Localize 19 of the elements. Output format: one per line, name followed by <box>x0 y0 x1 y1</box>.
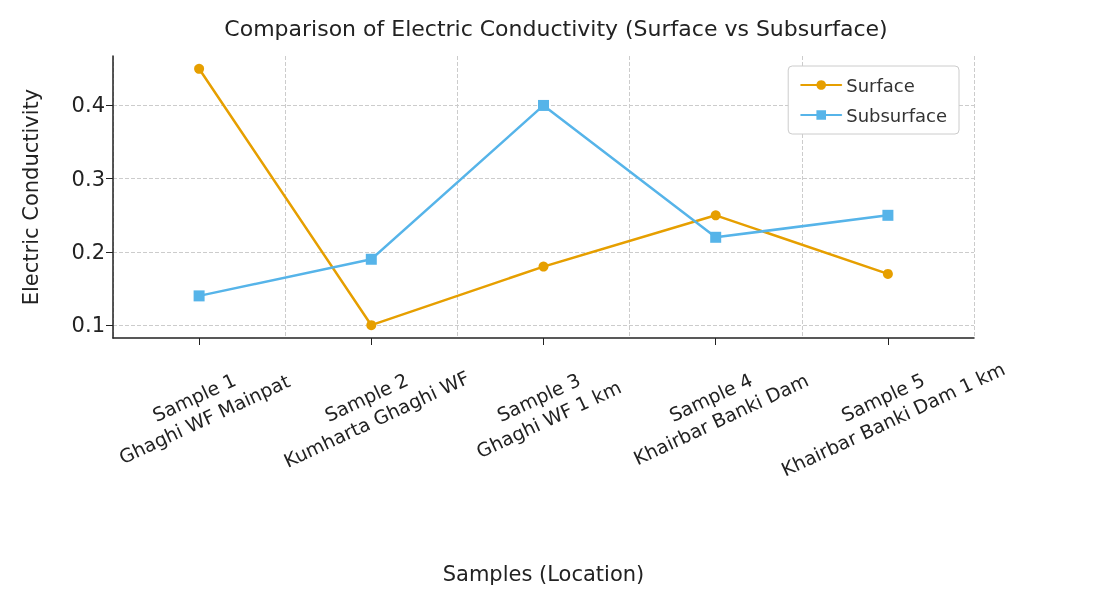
point <box>365 253 377 265</box>
y-tick-label: 0.1 <box>71 313 105 338</box>
point <box>882 209 894 221</box>
point <box>194 63 205 74</box>
legend-label: Surface <box>846 74 915 96</box>
y-axis-title: Electric Conductivity <box>18 88 43 306</box>
y-tick-label: 0.4 <box>71 93 105 118</box>
y-tick-label: 0.2 <box>71 239 105 264</box>
chart-title: Comparison of Electric Conductivity (Surface vs Subsurface) <box>224 15 888 41</box>
y-tick-label: 0.3 <box>71 166 105 191</box>
legend-label: Subsurface <box>846 104 948 126</box>
point <box>538 99 549 111</box>
point <box>882 268 893 279</box>
point <box>538 261 549 272</box>
point <box>366 320 377 331</box>
point <box>193 290 205 302</box>
point <box>710 231 722 243</box>
x-axis-title: Samples (Location) <box>442 561 645 586</box>
point <box>710 210 721 221</box>
